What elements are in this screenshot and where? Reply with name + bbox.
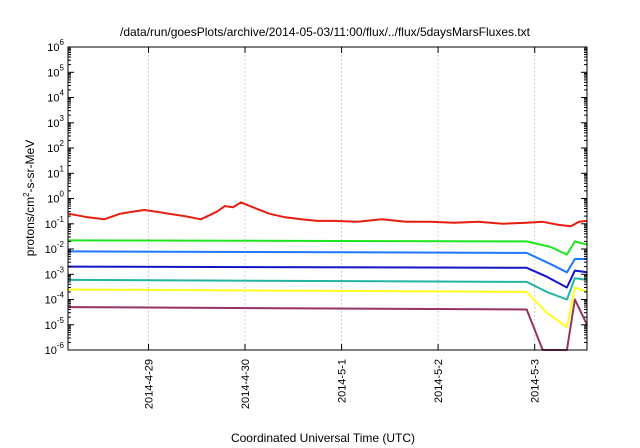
series-line-2: [67, 250, 587, 274]
x-axis-label: Coordinated Universal Time (UTC): [231, 431, 415, 445]
y-axis-label-prefix: protons/cm: [23, 197, 37, 256]
chart-title: /data/run/goesPlots/archive/2014-05-03/1…: [120, 25, 531, 39]
series-line-5: [67, 286, 588, 329]
y-tick-label-0: 10-6: [45, 341, 65, 357]
axis-ticks: [68, 46, 587, 351]
series-line-1: [67, 239, 588, 256]
y-tick-label-3: 10-3: [45, 265, 65, 281]
x-tick-label-3: 2014-5-2: [433, 359, 445, 403]
series-line-6: [67, 298, 588, 351]
y-axis-label-superscript: 2: [22, 192, 31, 197]
y-axis-label-suffix: -s-sr-MeV: [23, 140, 37, 193]
x-tick-label-0: 2014-4-29: [144, 359, 156, 409]
series-group: [67, 201, 588, 351]
y-tick-label-5: 10-1: [45, 215, 65, 231]
y-tick-label-11: 105: [47, 63, 64, 79]
y-tick-label-2: 10-4: [45, 291, 65, 307]
y-tick-label-9: 103: [47, 114, 64, 130]
y-tick-label-4: 10-2: [45, 240, 65, 256]
y-tick-label-1: 10-5: [45, 316, 65, 332]
y-tick-label-12: 106: [47, 38, 64, 54]
y-axis-label: protons/cm2-s-sr-MeV: [22, 140, 37, 256]
x-tick-label-4: 2014-5-3: [530, 359, 542, 403]
y-tick-labels: 10-6 10-5 10-4 10-3 10-2 10-1 100 101 102 103 104 1…: [45, 38, 65, 357]
plot-frame: [67, 46, 588, 351]
series-line-4: [67, 277, 588, 301]
x-tick-label-2: 2014-5-1: [337, 359, 349, 403]
y-tick-label-8: 102: [47, 139, 64, 155]
grid: [148, 47, 536, 350]
series-line-0: [67, 201, 588, 228]
y-tick-label-10: 104: [47, 89, 64, 105]
x-tick-labels: 2014-4-29 2014-4-30 2014-5-1 2014-5-2 2014-5…: [144, 359, 542, 409]
x-tick-label-1: 2014-4-30: [240, 359, 252, 409]
y-tick-label-7: 101: [47, 164, 64, 180]
y-tick-label-6: 100: [47, 190, 64, 206]
series-line-3: [67, 265, 588, 289]
